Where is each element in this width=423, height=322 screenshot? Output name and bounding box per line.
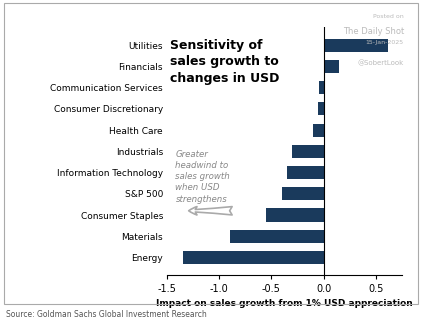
- Text: Posted on: Posted on: [373, 14, 404, 20]
- Bar: [313, 124, 324, 137]
- Text: 15-Jan-2025: 15-Jan-2025: [366, 40, 404, 45]
- Text: @SobertLook: @SobertLook: [358, 60, 404, 66]
- Text: Greater
headwind to
sales growth
when USD
strengthens: Greater headwind to sales growth when US…: [176, 150, 230, 204]
- Text: The Daily Shot: The Daily Shot: [343, 27, 404, 36]
- Bar: [324, 60, 339, 73]
- Bar: [319, 81, 324, 94]
- Text: Source: Goldman Sachs Global Investment Research: Source: Goldman Sachs Global Investment …: [6, 310, 207, 319]
- Bar: [319, 102, 324, 116]
- Bar: [230, 230, 324, 243]
- Bar: [282, 187, 324, 200]
- Bar: [266, 208, 324, 222]
- Bar: [324, 39, 388, 52]
- Bar: [292, 145, 324, 158]
- Bar: [183, 251, 324, 264]
- Bar: [287, 166, 324, 179]
- X-axis label: Impact on sales growth from 1% USD appreciation: Impact on sales growth from 1% USD appre…: [156, 298, 413, 308]
- Text: Sensitivity of
sales growth to
changes in USD: Sensitivity of sales growth to changes i…: [170, 39, 280, 85]
